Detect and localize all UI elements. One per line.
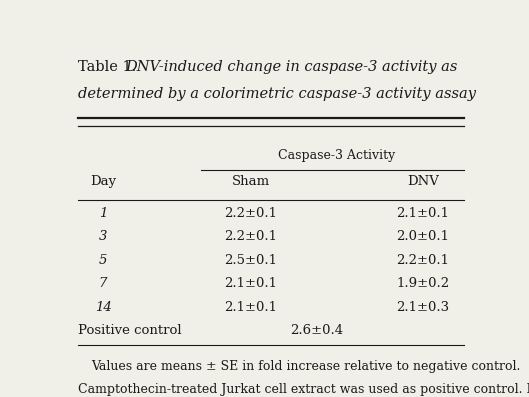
Text: DNV-induced change in caspase-3 activity as: DNV-induced change in caspase-3 activity… [125, 60, 458, 74]
Text: 2.1±0.3: 2.1±0.3 [396, 301, 449, 314]
Text: 2.2±0.1: 2.2±0.1 [396, 254, 449, 267]
Text: 1: 1 [99, 206, 107, 220]
Text: Camptothecin-treated Jurkat cell extract was used as positive control. DNV,: Camptothecin-treated Jurkat cell extract… [78, 383, 529, 396]
Text: 2.2±0.1: 2.2±0.1 [224, 230, 277, 243]
Text: 1.9±0.2: 1.9±0.2 [396, 277, 449, 290]
Text: Caspase-3 Activity: Caspase-3 Activity [278, 148, 395, 162]
Text: 2.0±0.1: 2.0±0.1 [396, 230, 449, 243]
Text: 5: 5 [99, 254, 107, 267]
Text: 2.1±0.1: 2.1±0.1 [396, 206, 449, 220]
Text: DNV: DNV [407, 175, 439, 187]
Text: Table 1.: Table 1. [78, 60, 146, 74]
Text: 2.1±0.1: 2.1±0.1 [224, 301, 277, 314]
Text: 2.5±0.1: 2.5±0.1 [224, 254, 277, 267]
Text: 2.2±0.1: 2.2±0.1 [224, 206, 277, 220]
Text: Values are means ± SE in fold increase relative to negative control.: Values are means ± SE in fold increase r… [91, 360, 520, 373]
Text: Sham: Sham [232, 175, 270, 187]
Text: 2.1±0.1: 2.1±0.1 [224, 277, 277, 290]
Text: Positive control: Positive control [78, 324, 182, 337]
Text: 14: 14 [95, 301, 112, 314]
Text: 2.6±0.4: 2.6±0.4 [290, 324, 343, 337]
Text: determined by a colorimetric caspase-3 activity assay: determined by a colorimetric caspase-3 a… [78, 87, 477, 101]
Text: Day: Day [90, 175, 116, 187]
Text: 7: 7 [99, 277, 107, 290]
Text: 3: 3 [99, 230, 107, 243]
